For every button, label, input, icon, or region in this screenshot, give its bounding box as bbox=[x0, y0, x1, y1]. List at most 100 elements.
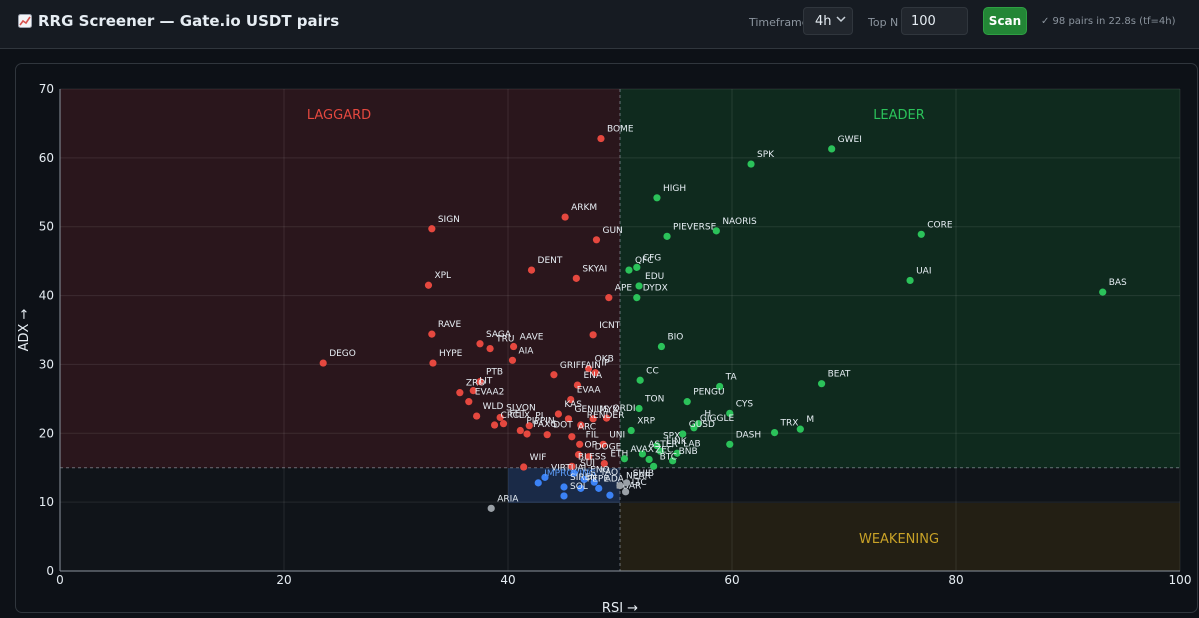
scan-button[interactable]: Scan bbox=[983, 7, 1027, 35]
data-point[interactable]: BIO bbox=[657, 333, 684, 351]
data-point[interactable]: PIPPIN bbox=[516, 417, 555, 435]
data-point[interactable]: SIGN bbox=[428, 215, 460, 233]
data-point[interactable]: SAGA bbox=[476, 330, 512, 348]
data-point-marker[interactable] bbox=[568, 433, 576, 441]
data-point[interactable]: SLVON bbox=[496, 403, 536, 422]
data-point-marker[interactable] bbox=[597, 134, 605, 143]
data-point[interactable]: FET bbox=[499, 410, 526, 428]
data-point-marker[interactable] bbox=[516, 426, 524, 435]
data-point[interactable]: UAI bbox=[906, 266, 931, 285]
data-point-marker[interactable] bbox=[561, 213, 569, 221]
data-point[interactable]: DENT bbox=[527, 256, 563, 274]
data-point[interactable]: LAB bbox=[673, 439, 701, 457]
data-point-marker[interactable] bbox=[828, 145, 836, 153]
data-point-marker[interactable] bbox=[726, 409, 734, 417]
data-point[interactable]: PENGU bbox=[683, 388, 725, 406]
data-point[interactable]: TAO bbox=[590, 468, 618, 486]
data-point-marker[interactable] bbox=[591, 369, 599, 377]
data-point[interactable]: ASTER bbox=[638, 440, 678, 458]
data-point-marker[interactable] bbox=[585, 364, 593, 373]
data-point-marker[interactable] bbox=[424, 281, 433, 289]
data-point[interactable]: SIREN bbox=[560, 473, 597, 491]
data-point[interactable]: HYPE bbox=[429, 349, 463, 367]
data-point-marker[interactable] bbox=[319, 359, 327, 367]
data-point[interactable]: SPK bbox=[747, 150, 775, 168]
data-point[interactable]: SKYAI bbox=[572, 264, 608, 282]
data-point-marker[interactable] bbox=[577, 484, 585, 492]
data-point[interactable]: GENIUS bbox=[564, 405, 609, 423]
data-point[interactable]: ARC bbox=[568, 423, 596, 441]
data-point-marker[interactable] bbox=[653, 194, 661, 202]
data-point-marker[interactable] bbox=[496, 413, 504, 422]
data-point[interactable]: SUI bbox=[570, 459, 595, 477]
data-point[interactable]: XRP bbox=[627, 417, 656, 435]
data-point[interactable]: VIRTUAL bbox=[541, 463, 589, 481]
data-point[interactable]: XPL bbox=[424, 271, 451, 289]
data-point-marker[interactable] bbox=[487, 504, 495, 512]
data-point[interactable]: EDU bbox=[635, 272, 664, 290]
data-point[interactable]: TA bbox=[716, 372, 737, 391]
data-point-marker[interactable] bbox=[656, 447, 664, 455]
data-point-marker[interactable] bbox=[592, 236, 601, 244]
data-point-marker[interactable] bbox=[616, 482, 624, 490]
data-point-marker[interactable] bbox=[589, 331, 597, 339]
data-point[interactable]: LTC bbox=[622, 478, 647, 496]
data-point[interactable]: ADA bbox=[595, 474, 625, 492]
data-point-marker[interactable] bbox=[726, 440, 734, 448]
data-point[interactable]: DOT bbox=[543, 421, 574, 439]
data-point-marker[interactable] bbox=[543, 431, 551, 439]
data-point-marker[interactable] bbox=[605, 294, 613, 302]
data-point[interactable]: AIA bbox=[508, 346, 534, 364]
data-point-marker[interactable] bbox=[473, 412, 481, 420]
data-point[interactable]: WIF bbox=[520, 453, 546, 471]
data-point-marker[interactable] bbox=[650, 462, 658, 470]
data-point[interactable]: BAS bbox=[1099, 278, 1127, 296]
data-point[interactable]: GRIFFAIN bbox=[550, 361, 601, 379]
data-point-marker[interactable] bbox=[600, 459, 608, 468]
topn-input[interactable]: 100 bbox=[901, 7, 968, 35]
data-point-marker[interactable] bbox=[683, 398, 691, 406]
data-point[interactable]: LINK bbox=[656, 437, 688, 455]
data-point-marker[interactable] bbox=[620, 455, 629, 463]
data-point[interactable]: DASH bbox=[726, 430, 761, 448]
data-point-marker[interactable] bbox=[520, 463, 528, 471]
data-point[interactable]: UNI bbox=[599, 430, 626, 448]
data-point[interactable]: HIGH bbox=[653, 184, 686, 202]
data-point-marker[interactable] bbox=[625, 266, 633, 274]
data-point-marker[interactable] bbox=[653, 442, 661, 450]
data-point-marker[interactable] bbox=[429, 359, 437, 367]
data-point-marker[interactable] bbox=[486, 344, 494, 353]
data-point-marker[interactable] bbox=[669, 457, 677, 465]
data-point-marker[interactable] bbox=[585, 453, 593, 461]
data-point[interactable]: ARKM bbox=[561, 203, 598, 221]
data-point-marker[interactable] bbox=[906, 276, 914, 285]
data-point[interactable]: SPX bbox=[653, 432, 680, 450]
data-point-marker[interactable] bbox=[622, 488, 630, 496]
data-point-marker[interactable] bbox=[633, 263, 641, 271]
data-point-marker[interactable] bbox=[490, 421, 499, 429]
data-point[interactable]: NEAR bbox=[616, 472, 651, 490]
data-point[interactable]: ETH bbox=[600, 450, 629, 468]
data-point[interactable]: TON bbox=[635, 394, 664, 413]
data-point-marker[interactable] bbox=[499, 420, 508, 428]
data-point-marker[interactable] bbox=[606, 491, 614, 499]
data-point[interactable]: GWEI bbox=[828, 135, 862, 153]
data-point-marker[interactable] bbox=[580, 475, 588, 484]
data-point[interactable]: TRU bbox=[486, 335, 514, 353]
data-point[interactable]: RAVE bbox=[428, 320, 461, 338]
data-point-marker[interactable] bbox=[456, 389, 464, 397]
data-point-marker[interactable] bbox=[465, 398, 473, 406]
data-point-marker[interactable] bbox=[523, 430, 531, 438]
data-point-marker[interactable] bbox=[476, 340, 484, 348]
data-point[interactable]: DOGE bbox=[585, 443, 622, 461]
data-point-marker[interactable] bbox=[469, 386, 477, 395]
data-point[interactable]: PIEVERSE bbox=[663, 222, 717, 240]
data-point-marker[interactable] bbox=[525, 422, 533, 430]
data-point[interactable]: ORDI bbox=[602, 404, 636, 422]
data-point-marker[interactable] bbox=[572, 274, 580, 282]
data-point[interactable]: TRX bbox=[770, 419, 799, 437]
data-point[interactable]: CC bbox=[636, 366, 659, 384]
data-point-marker[interactable] bbox=[577, 421, 585, 429]
data-point-marker[interactable] bbox=[541, 473, 549, 481]
data-point[interactable]: OP bbox=[574, 441, 598, 459]
